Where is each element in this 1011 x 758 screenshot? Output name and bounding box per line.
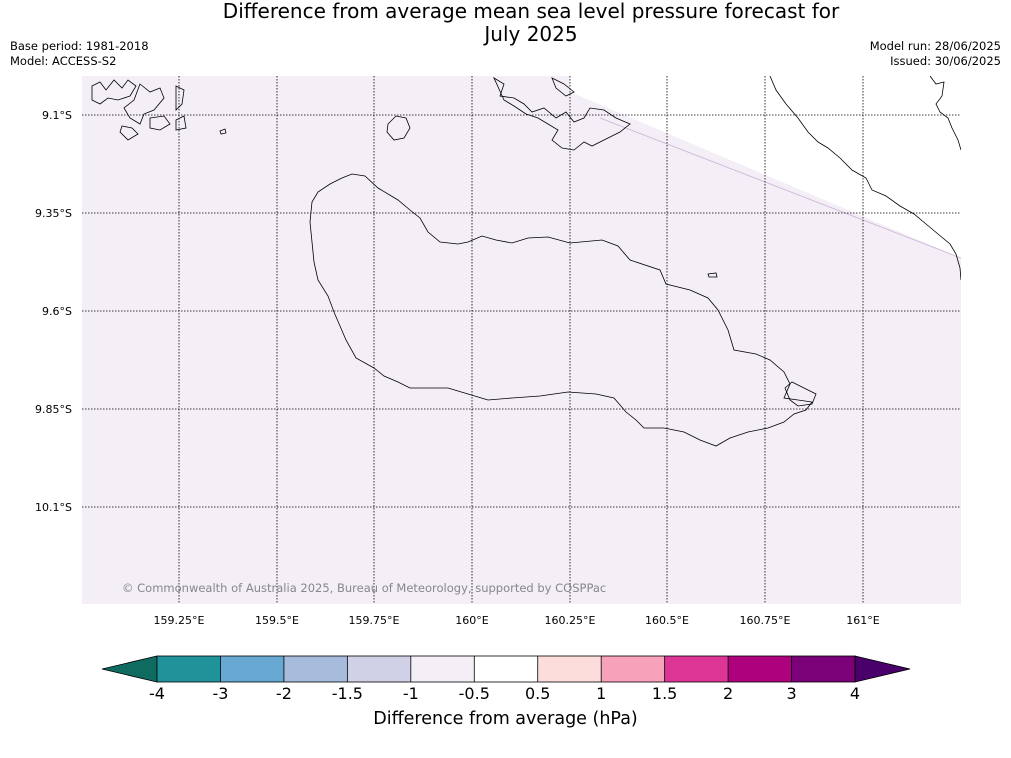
issued-text: Issued: 30/06/2025	[890, 54, 1001, 68]
colorbar-extend-high	[854, 655, 911, 683]
lon-label: 159.5°E	[255, 614, 299, 627]
colorbar-segment	[728, 656, 792, 682]
islet	[707, 272, 718, 278]
lon-label: 160°E	[455, 614, 488, 627]
colorbar-tick-label: 0.5	[524, 684, 551, 703]
colorbar-segment	[347, 656, 411, 682]
colorbar-tick-label: -3	[212, 684, 229, 703]
colorbar-segment	[474, 656, 538, 682]
colorbar-tick-label: -1	[402, 684, 419, 703]
model-text: Model: ACCESS-S2	[10, 54, 117, 68]
malaita-coastline	[769, 76, 961, 281]
colorbar-segment	[537, 656, 602, 682]
colorbar-tick-label: -0.5	[458, 684, 490, 703]
colorbar-segment	[601, 656, 665, 682]
meta-left: Base period: 1981-2018 Model: ACCESS-S2	[10, 39, 149, 69]
colorbar-tick-label: -2	[275, 684, 292, 703]
lat-label: 9.6°S	[42, 305, 72, 318]
colorbar-tick-label: 4	[849, 684, 861, 703]
chart-title: Difference from average mean sea level p…	[0, 0, 1011, 46]
lat-label: 9.85°S	[35, 403, 72, 416]
title-line-2: July 2025	[484, 22, 578, 46]
lon-label: 160.5°E	[645, 614, 689, 627]
colorbar-tick-label: -1.5	[331, 684, 363, 703]
colorbar-tick-label: 1	[596, 684, 607, 703]
lon-label: 161°E	[846, 614, 879, 627]
title-line-1: Difference from average mean sea level p…	[222, 0, 840, 23]
colorbar-segment	[410, 656, 475, 682]
lon-label: 159.75°E	[349, 614, 400, 627]
colorbar-tick-label: 2	[722, 684, 734, 703]
colorbar	[101, 655, 911, 683]
lon-label: 160.25°E	[545, 614, 596, 627]
lon-label: 159.25°E	[154, 614, 205, 627]
russell-islands-coastline	[91, 79, 187, 141]
islet	[784, 381, 817, 407]
colorbar-segment	[283, 656, 348, 682]
islet	[386, 115, 411, 141]
latitude-labels: 9.1°S 9.35°S 9.6°S 9.85°S 10.1°S	[35, 109, 72, 514]
colorbar-tick-label: 1.5	[651, 684, 678, 703]
copyright-text: © Commonwealth of Australia 2025, Bureau…	[122, 581, 606, 595]
region-boundary	[599, 117, 962, 259]
lat-label: 9.1°S	[42, 109, 72, 122]
base-period-text: Base period: 1981-2018	[10, 39, 149, 53]
model-run-text: Model run: 28/06/2025	[869, 39, 1001, 53]
colorbar-outline	[156, 655, 856, 683]
colorbar-segment	[791, 656, 855, 682]
colorbar-title: Difference from average (hPa)	[373, 709, 638, 729]
meta-right: Model run: 28/06/2025 Issued: 30/06/2025	[870, 39, 1001, 69]
colorbar-segment	[664, 656, 729, 682]
lat-label: 10.1°S	[35, 501, 72, 514]
colorbar-segment	[157, 656, 221, 682]
islet	[219, 128, 227, 135]
coastlines	[91, 76, 961, 447]
colorbar-tick-label: 3	[786, 684, 797, 703]
florida-islands-coastline	[493, 76, 631, 151]
malaita-northern-tip	[929, 76, 961, 151]
colorbar-tick-label: -4	[149, 684, 165, 703]
gridlines	[82, 76, 961, 604]
lat-label: 9.35°S	[35, 207, 72, 220]
guadalcanal-coastline	[309, 173, 813, 447]
colorbar-extend-low	[101, 655, 158, 683]
longitude-labels: 159.25°E 159.5°E 159.75°E 160°E 160.25°E 160.…	[154, 614, 880, 627]
lon-label: 160.75°E	[740, 614, 791, 627]
colorbar-segment	[220, 656, 284, 682]
